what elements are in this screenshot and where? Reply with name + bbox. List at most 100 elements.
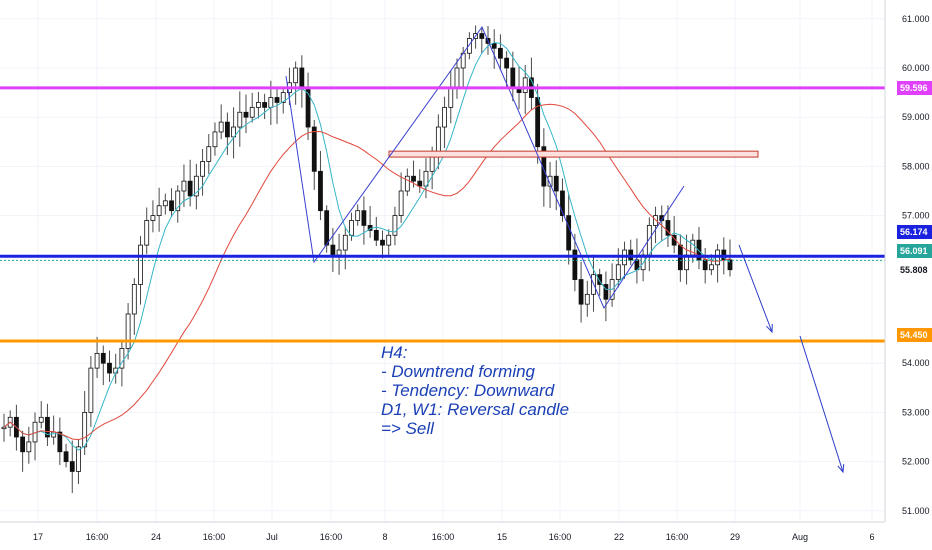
candle-body-down — [373, 229, 379, 241]
candle-body-down — [20, 436, 26, 453]
candle-body-up — [249, 106, 255, 118]
candle-body-down — [597, 274, 603, 285]
candle — [218, 104, 224, 140]
price-badge: 56.091 — [897, 244, 932, 258]
candle — [45, 403, 50, 446]
candle — [479, 28, 485, 54]
candle — [355, 204, 361, 226]
candle-body-up — [454, 67, 460, 89]
candle — [162, 193, 168, 215]
candle-body-down — [479, 33, 485, 39]
candle-body-down — [566, 215, 572, 251]
candle-body-up — [162, 200, 168, 207]
candle-body-up — [280, 92, 286, 103]
candle-body-down — [411, 175, 416, 182]
candle-body-up — [231, 126, 236, 138]
candle-body-down — [274, 97, 280, 103]
candle — [417, 169, 423, 193]
candle — [181, 164, 187, 208]
candle — [535, 84, 541, 164]
candle-body-up — [584, 293, 590, 305]
y-tick-label: 54.000 — [902, 358, 930, 368]
candle — [578, 261, 584, 323]
y-tick-label: 52.000 — [902, 457, 930, 467]
candle-body-up — [522, 77, 528, 93]
candle — [560, 178, 565, 222]
candle — [572, 233, 578, 292]
candle — [256, 91, 261, 119]
candle — [249, 92, 255, 123]
candle-body-down — [299, 67, 305, 89]
candle — [26, 426, 32, 464]
candle — [206, 134, 212, 174]
candle-body-down — [491, 43, 497, 49]
candle-body-up — [181, 180, 187, 192]
candle — [373, 216, 379, 247]
price-badge-bg — [897, 81, 932, 95]
y-tick-label: 60.000 — [902, 63, 930, 73]
x-tick-label: Jul — [266, 532, 278, 542]
candle — [88, 355, 94, 427]
candle-body-down — [262, 102, 268, 108]
candle — [386, 229, 392, 257]
candle — [380, 230, 385, 259]
candle — [597, 268, 603, 296]
candle — [187, 159, 193, 207]
projection-arrow-1 — [738, 244, 773, 334]
candle-body-down — [330, 244, 336, 256]
candle-body-down — [696, 239, 702, 261]
projection-arrow-2 — [799, 335, 845, 474]
candle — [442, 96, 447, 148]
candle — [584, 280, 590, 317]
annotation-line: - Tendency: Downward — [381, 381, 555, 400]
candle — [392, 206, 398, 246]
pattern-zigzag — [285, 25, 685, 310]
candle-body-down — [578, 279, 584, 305]
candle — [491, 29, 497, 69]
candle — [76, 439, 81, 485]
candle-body-up — [435, 126, 441, 153]
candle-body-up — [442, 106, 447, 128]
x-tick-label: 15 — [497, 532, 507, 542]
candle-body-up — [466, 38, 472, 54]
candle-body-down — [169, 200, 174, 212]
candle — [231, 107, 236, 159]
price-badge-bg — [897, 225, 932, 239]
candle-body-up — [268, 97, 274, 108]
candle — [200, 149, 205, 196]
annotation-line: => Sell — [381, 419, 435, 438]
candle-body-up — [708, 264, 714, 271]
candle-body-up — [448, 87, 454, 108]
price-badge-label: 56.174 — [900, 227, 928, 237]
candle — [280, 87, 286, 114]
candle-body-down — [535, 97, 541, 148]
candle-body-down — [63, 451, 69, 463]
candle-body-up — [26, 441, 32, 453]
annotation-line: H4: — [381, 343, 408, 362]
annotation-line: - Downtrend forming — [381, 362, 536, 381]
candle — [212, 122, 218, 156]
price-badge: 55.808 — [897, 263, 932, 277]
y-tick-label: 57.000 — [902, 211, 930, 221]
candles — [1, 25, 733, 494]
candle-body-down — [243, 111, 249, 118]
candle-body-down — [417, 180, 423, 187]
candle — [138, 236, 143, 305]
candle — [150, 200, 156, 233]
x-tick-label: 22 — [614, 532, 624, 542]
annotation-line: D1, W1: Reversal candle — [381, 400, 569, 419]
candle-body-down — [57, 431, 63, 453]
projection-line — [799, 335, 844, 473]
candle — [404, 168, 410, 196]
x-tick-label: 24 — [151, 532, 161, 542]
candle-body-up — [349, 220, 354, 236]
candle-body-down — [541, 146, 547, 187]
y-tick-label: 53.000 — [902, 407, 930, 417]
candle-body-down — [224, 121, 230, 138]
x-tick-label: 17 — [33, 532, 43, 542]
candle-body-up — [392, 215, 398, 236]
candle — [193, 163, 199, 210]
candle-body-up — [547, 175, 553, 187]
x-tick-label: 16:00 — [666, 532, 689, 542]
x-tick-label: 16:00 — [549, 532, 572, 542]
